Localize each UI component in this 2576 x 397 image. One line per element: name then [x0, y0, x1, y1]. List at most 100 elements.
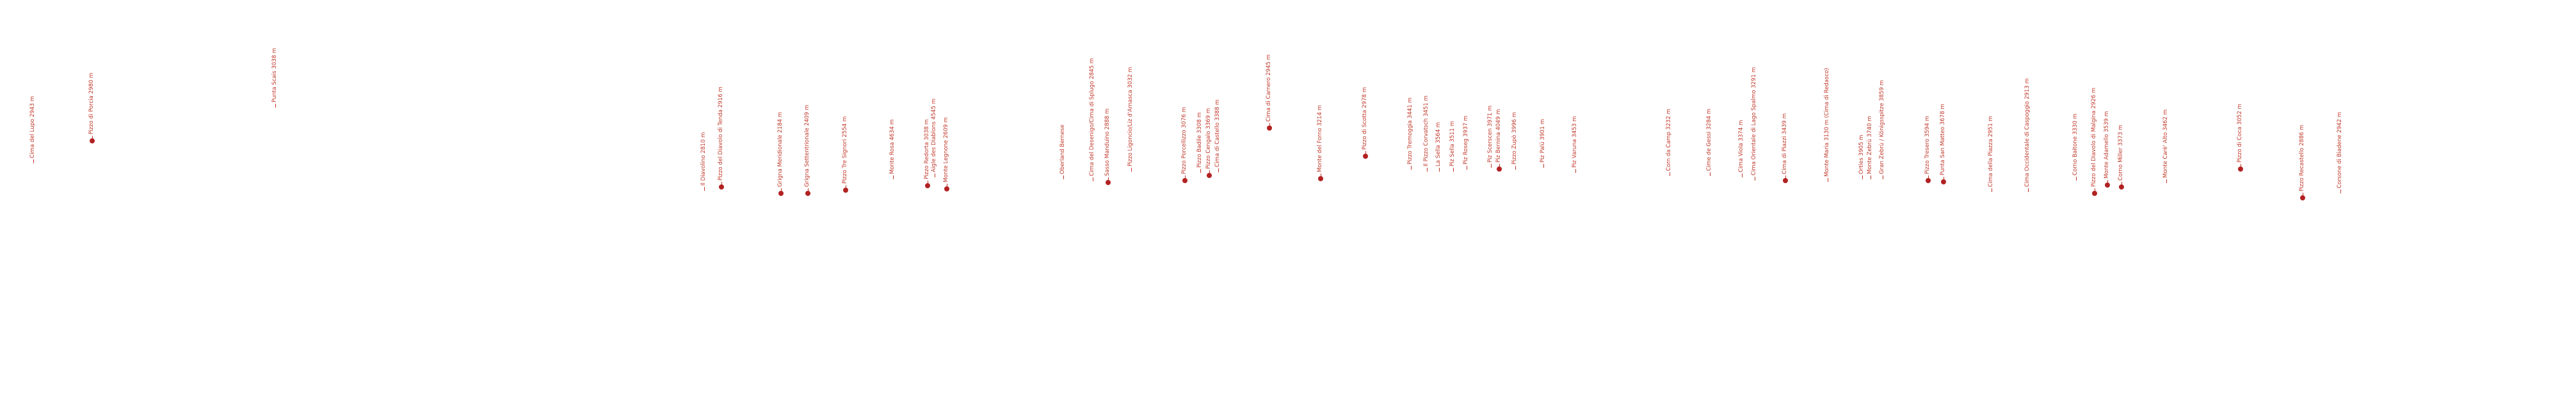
peak-label-pizzo-tre-signori-2554-m: Pizzo Tre Signori 2554 m: [842, 116, 848, 184]
peak-tick: [2076, 177, 2077, 181]
peak-tick: [1427, 168, 1428, 172]
peak-tick: [721, 182, 722, 186]
peak-tick: [781, 188, 782, 192]
peak-label-cima-di-piazzi-3439-m: Cima di Piazzi 3439 m: [1782, 113, 1788, 174]
peak-label-cima-del-lupo-2943-m: Cima del Lupo 2943 m: [29, 95, 36, 158]
peak-tick: [2121, 182, 2122, 186]
peak-label-grigna-meridionale-2184-m: Grigna Meridionale 2184 m: [777, 111, 784, 187]
peak-tick: [1575, 169, 1576, 173]
peak-marker: [719, 184, 724, 190]
peak-tick: [1543, 164, 1544, 168]
peak-marker: [2300, 195, 2305, 200]
peak-label-grigna-settentrionale-2409-m: Grigna Settentrionale 2409 m: [804, 104, 810, 187]
peak-label-pizzo-ligoncio-liz-d-arnasca-3032-m: Pizzo Ligoncio/Liz d'Arnasca 3032 m: [1127, 67, 1134, 166]
peak-marker: [2092, 191, 2097, 196]
peak-marker: [1941, 179, 1946, 184]
peak-label-piz-sella-3511-m: Piz Sella 3511 m: [1449, 120, 1456, 166]
peak-label-il-diavolino-2810-m: Il Diavolino 2810 m: [700, 132, 707, 186]
peak-tick: [808, 188, 809, 192]
peak-tick: [2340, 190, 2341, 193]
peak-label-pizzo-porcellizzo-3076-m: Pizzo Porcellizzo 3076 m: [1181, 106, 1187, 174]
peak-label-cima-della-piazza-2951-m: Cima della Piazza 2951 m: [1988, 116, 1994, 187]
peak-tick: [893, 175, 894, 179]
peak-tick: [33, 159, 34, 163]
peak-label-cima-orientale-di-lago-spalmo-3291-m: Cima Orientale di Lago Spalmo 3291 m: [1751, 67, 1757, 175]
peak-label-monte-adamello-3539-m: Monte Adamello 3539 m: [2104, 111, 2110, 179]
peak-tick: [1928, 175, 1929, 179]
peak-tick: [1491, 164, 1492, 168]
peak-marker: [1318, 176, 1323, 181]
peak-tick: [1200, 169, 1201, 173]
peak-tick: [1063, 175, 1064, 179]
peak-label-ortles-3905-m: Ortles 3905 m: [1858, 134, 1865, 174]
peak-label-monte-maria-3130-m-cima-di-redasco: Monte Maria 3130 m (Cima di Redasco): [1824, 68, 1830, 177]
peak-label-corsone-di-biadene-2942-m: Corsone di Biadene 2942 m: [2337, 111, 2343, 188]
peak-marker: [1182, 178, 1187, 183]
peak-tick: [1785, 175, 1786, 179]
peak-tick: [1710, 172, 1711, 176]
peak-marker: [1207, 173, 1212, 178]
peak-label-pizzo-cengalo-3369-m: Pizzo Cengalo 3369 m: [1205, 108, 1212, 169]
peak-label-pizzo-del-diavolo-di-tenda-2916-m: Pizzo del Diavolo di Tenda 2916 m: [718, 86, 724, 181]
peak-tick: [704, 187, 705, 191]
peak-label-oberland-bernese: Oberland Bernese: [1059, 124, 1066, 174]
peak-marker: [805, 191, 810, 196]
peak-label-cime-de-gessi-3284-m: Cime de Gessi 3284 m: [1706, 108, 1712, 171]
peak-label-cima-di-carnero-2945-m: Cima di Carnero 2945 m: [1266, 54, 1272, 122]
peak-marker: [1926, 178, 1931, 183]
peak-marker: [925, 183, 930, 188]
peak-label-punta-san-matteo-3678-m: Punta San Matteo 3678 m: [1940, 104, 1946, 175]
peak-tick: [1269, 123, 1270, 127]
peak-marker: [90, 138, 95, 143]
peak-label-piz-pal-3901-m: Piz Palü 3901 m: [1540, 118, 1546, 163]
peak-tick: [1515, 166, 1516, 170]
peak-label-aigle-des-diablons-4545-m: Aigle des Diablons 4545 m: [931, 98, 937, 172]
peak-tick: [1131, 168, 1132, 172]
peak-marker: [1267, 126, 1272, 131]
peak-label-pizzo-di-porcia-2980-m: Pizzo di Porcia 2980 m: [88, 72, 95, 134]
peak-label-monte-zebr-3740-m: Monte Zebrù 3740 m: [1867, 116, 1873, 174]
peak-label-pizzo-di-scotta-2978-m: Pizzo di Scotta 2978 m: [1362, 86, 1368, 150]
peak-marker: [1497, 166, 1502, 172]
peak-tick: [1108, 177, 1109, 181]
peak-tick: [2166, 179, 2167, 183]
peak-tick: [1209, 170, 1210, 174]
peak-tick: [1439, 168, 1440, 172]
peak-label-punta-scais-3038-m: Punta Scais 3038 m: [271, 47, 278, 102]
peak-marker: [2119, 184, 2124, 190]
peak-marker: [2238, 166, 2243, 172]
peak-label-pizzo-del-diavolo-di-malgina-2926-m: Pizzo del Diavolo di Malgina 2926 m: [2091, 87, 2097, 187]
peak-label-pizzo-recastello-2886-m: Pizzo Recastello 2886 m: [2299, 124, 2305, 191]
peak-label-corn-da-camp-3232-m: Corn da Camp 3232 m: [1666, 108, 1672, 171]
peak-label-piz-varuna-3453-m: Piz Varuna 3453 m: [1572, 116, 1578, 168]
peak-tick: [275, 104, 276, 108]
peak-tick: [1862, 175, 1863, 179]
peak-marker: [1106, 180, 1111, 185]
peak-label-cima-del-desenigo-cima-di-splugo-2845-m: Cima del Desenigo/Cima di Splugo 2845 m: [1089, 58, 1095, 176]
peak-tick: [2107, 180, 2108, 184]
peak-label-pizzo-redorta-3038-m: Pizzo Redorta 3038 m: [924, 119, 930, 179]
peak-label-piz-roseg-3937-m: Piz Roseg 3937 m: [1463, 115, 1469, 165]
peak-label-monte-rosa-4634-m: Monte Rosa 4634 m: [889, 119, 896, 174]
peak-tick: [1218, 168, 1219, 172]
peak-marker: [2105, 182, 2110, 188]
peak-label-cima-occidentale-di-caspoggio-2913-m: Cima Occidentale di Caspoggio 2913 m: [2024, 78, 2031, 187]
peak-label-sasso-manduino-2888-m: Sasso Manduino 2888 m: [1104, 108, 1111, 177]
peak-label-monte-del-forno-3214-m: Monte del Forno 3214 m: [1317, 104, 1323, 172]
peak-label-pizzo-tresero-3594-m: Pizzo Tresero 3594 m: [1924, 115, 1931, 174]
peak-label-pizzo-tremoggia-3441-m: Pizzo Tremoggia 3441 m: [1407, 97, 1413, 165]
peak-marker: [843, 188, 848, 193]
peak-marker: [1363, 154, 1368, 159]
peak-tick: [1185, 175, 1186, 179]
peak-label-piz-bernina-4049-m: Piz Bernina 4049 m: [1495, 109, 1502, 163]
peak-tick: [2028, 188, 2029, 192]
peak-label-corno-miller-3373-m: Corno Miller 3373 m: [2118, 124, 2124, 181]
peak-tick: [1742, 174, 1743, 177]
peak-label-cima-viola-3374-m: Cima Viola 3374 m: [1738, 120, 1744, 172]
peak-label-pizzo-di-coca-3052-m: Pizzo di Coca 3052 m: [2237, 104, 2243, 163]
peak-label-pizzo-zup-3996-m: Pizzo Zupò 3996 m: [1511, 111, 1518, 165]
peak-label-monte-legnone-2609-m: Monte Legnone 2609 m: [943, 117, 949, 182]
peak-tick: [92, 136, 93, 140]
peak-label-il-pizzo-corvatsch-3451-m: Il Pizzo Corvatsch 3451 m: [1423, 95, 1429, 166]
